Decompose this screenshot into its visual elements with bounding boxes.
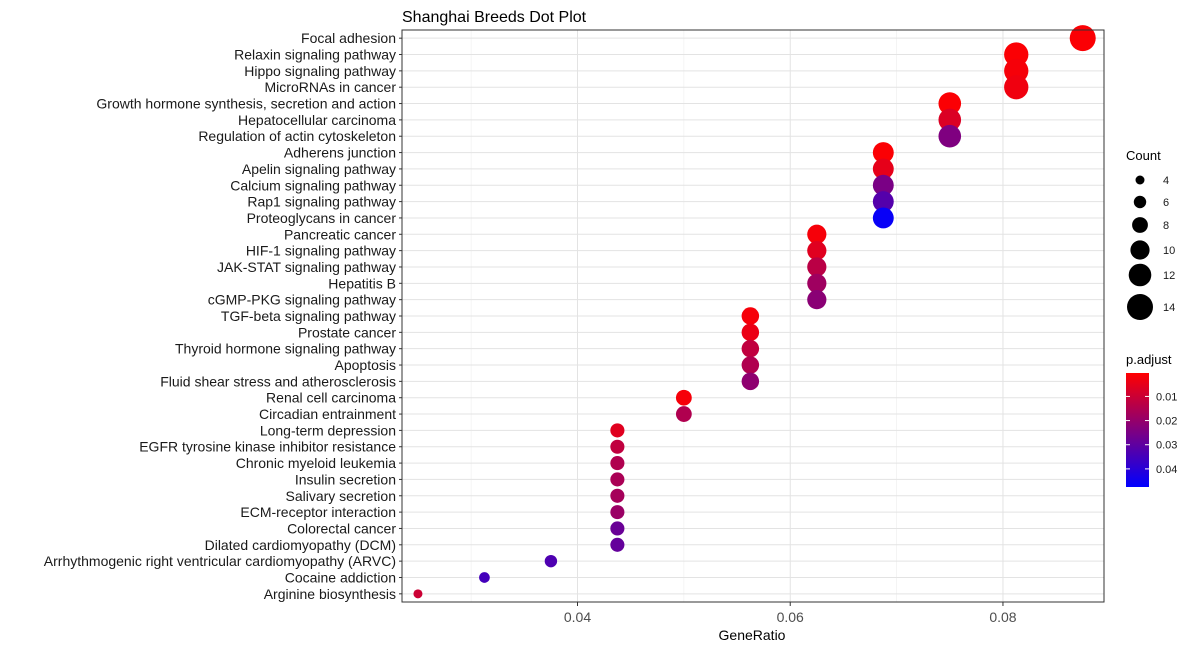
y-tick-label: Proteoglycans in cancer	[247, 210, 397, 226]
y-tick-label: Focal adhesion	[301, 30, 396, 46]
data-point	[675, 406, 692, 422]
y-tick-label: Thyroid hormone signaling pathway	[175, 341, 396, 357]
data-point	[807, 257, 827, 277]
data-point	[610, 472, 625, 487]
data-point	[544, 554, 558, 568]
y-tick-label: Colorectal cancer	[287, 520, 396, 536]
data-point	[741, 356, 760, 374]
count-legend-label: 10	[1163, 245, 1175, 257]
data-point	[1069, 25, 1096, 52]
count-legend-key	[1128, 263, 1152, 287]
y-tick-label: Calcium signaling pathway	[230, 177, 396, 193]
p-adjust-legend-label: 0.03	[1156, 440, 1177, 452]
data-point	[872, 191, 894, 213]
count-legend-label: 12	[1163, 270, 1175, 282]
y-tick-label: Cocaine addiction	[285, 569, 396, 585]
data-point	[741, 372, 760, 391]
data-point	[610, 521, 625, 536]
count-legend-key	[1130, 240, 1150, 260]
data-point	[610, 537, 625, 552]
data-point	[807, 241, 827, 261]
p-adjust-legend-label: 0.02	[1156, 416, 1177, 428]
data-point	[610, 505, 625, 520]
y-tick-label: Insulin secretion	[295, 471, 396, 487]
count-legend-key	[1127, 294, 1153, 320]
p-adjust-legend-label: 0.01	[1156, 391, 1177, 403]
x-tick-label: 0.04	[564, 609, 591, 625]
y-tick-label: JAK-STAT signaling pathway	[217, 259, 396, 275]
y-tick-label: EGFR tyrosine kinase inhibitor resistanc…	[139, 439, 396, 455]
p-adjust-legend-label: 0.04	[1156, 464, 1177, 476]
count-legend-label: 14	[1163, 302, 1175, 314]
count-legend-label: 4	[1163, 175, 1169, 187]
y-tick-label: Growth hormone synthesis, secretion and …	[96, 96, 396, 112]
count-legend: Count 4 6 8 10 12 14	[1126, 148, 1175, 320]
data-point	[741, 339, 760, 358]
data-point	[938, 92, 962, 115]
y-tick-label: Chronic myeloid leukemia	[236, 455, 397, 471]
y-tick-label: Hippo signaling pathway	[244, 63, 396, 79]
x-tick-label: 0.08	[989, 609, 1016, 625]
data-point	[741, 307, 760, 325]
p-adjust-colorbar	[1126, 373, 1149, 487]
y-tick-label: Arginine biosynthesis	[264, 586, 396, 602]
count-legend-title: Count	[1126, 148, 1161, 163]
data-point	[610, 488, 625, 503]
data-point	[872, 142, 894, 164]
data-point	[1004, 75, 1029, 100]
count-legend-key	[1135, 175, 1145, 185]
y-tick-label: Dilated cardiomyopathy (DCM)	[205, 537, 396, 553]
data-point	[610, 423, 625, 438]
y-tick-label: Renal cell carcinoma	[266, 390, 396, 406]
y-tick-label: Hepatocellular carcinoma	[238, 112, 396, 128]
y-tick-label: Prostate cancer	[298, 324, 396, 340]
p-adjust-legend-title: p.adjust	[1126, 352, 1172, 367]
data-point	[741, 323, 760, 342]
y-tick-label: MicroRNAs in cancer	[265, 79, 397, 95]
y-tick-label: Hepatitis B	[328, 275, 396, 291]
data-point	[872, 174, 894, 196]
data-point	[479, 572, 490, 583]
p-adjust-legend: p.adjust 0.01 0.02 0.03 0.04	[1126, 352, 1177, 487]
data-point	[807, 290, 827, 310]
data-point	[872, 158, 894, 180]
x-axis-title: GeneRatio	[719, 627, 786, 643]
y-tick-label: Long-term depression	[260, 422, 396, 438]
y-tick-label: Relaxin signaling pathway	[234, 47, 396, 63]
y-tick-label: Fluid shear stress and atherosclerosis	[160, 373, 396, 389]
y-tick-label: Salivary secretion	[286, 488, 397, 504]
y-tick-label: TGF-beta signaling pathway	[221, 308, 396, 324]
y-tick-label: HIF-1 signaling pathway	[246, 243, 396, 259]
y-tick-label: Circadian entrainment	[259, 406, 396, 422]
data-point	[675, 389, 692, 406]
data-point	[938, 124, 962, 148]
y-tick-label: Apelin signaling pathway	[242, 161, 396, 177]
count-legend-label: 8	[1163, 220, 1169, 232]
y-tick-label: Rap1 signaling pathway	[247, 194, 396, 210]
data-point	[610, 439, 625, 454]
data-point	[938, 108, 962, 132]
y-tick-label: Pancreatic cancer	[284, 226, 396, 242]
count-legend-key	[1132, 217, 1148, 233]
y-tick-label: Apoptosis	[335, 357, 396, 373]
y-tick-label: Adherens junction	[284, 145, 396, 161]
data-point	[610, 456, 625, 471]
data-point	[413, 589, 423, 599]
data-point	[872, 207, 894, 229]
data-point	[807, 273, 827, 293]
y-tick-label: ECM-receptor interaction	[240, 504, 396, 520]
chart-title: Shanghai Breeds Dot Plot	[402, 9, 587, 26]
x-tick-label: 0.06	[777, 609, 804, 625]
y-tick-label: Arrhythmogenic right ventricular cardiom…	[44, 553, 396, 569]
y-tick-label: cGMP-PKG signaling pathway	[208, 292, 396, 308]
data-point	[807, 224, 827, 244]
count-legend-label: 6	[1163, 197, 1169, 209]
y-tick-label: Regulation of actin cytoskeleton	[198, 128, 396, 144]
count-legend-key	[1133, 195, 1147, 209]
